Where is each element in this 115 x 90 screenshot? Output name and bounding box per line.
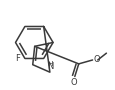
Text: N: N: [46, 62, 53, 71]
Text: O: O: [70, 78, 76, 87]
Text: O: O: [93, 55, 99, 64]
Text: F: F: [15, 54, 20, 63]
Text: H: H: [47, 61, 52, 67]
